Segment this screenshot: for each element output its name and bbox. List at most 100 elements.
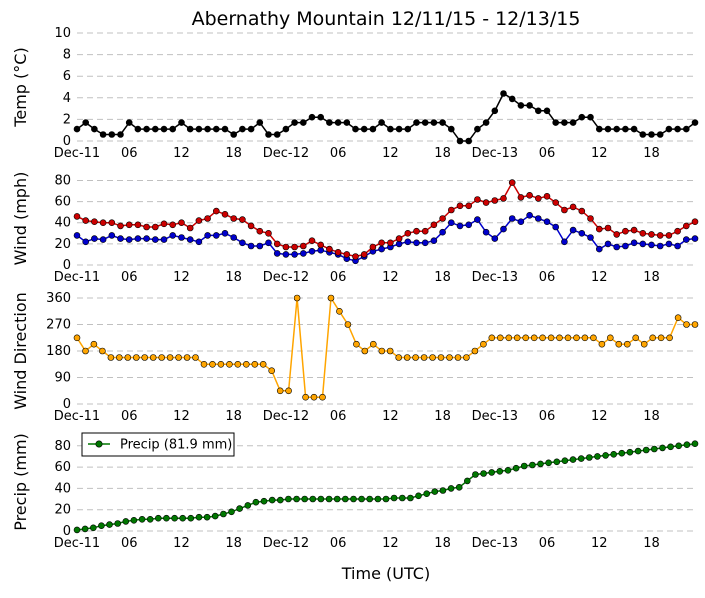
gust-point bbox=[273, 240, 281, 248]
gust-point bbox=[134, 221, 142, 229]
direction-point bbox=[82, 347, 89, 355]
x-tick-label: Dec-11 bbox=[54, 146, 100, 161]
speed-point bbox=[247, 242, 255, 250]
gust-point bbox=[143, 223, 150, 231]
precip-point bbox=[569, 456, 577, 463]
speed-point bbox=[648, 241, 655, 249]
temp-point bbox=[387, 125, 394, 133]
precip-point bbox=[553, 458, 561, 466]
precip-point bbox=[390, 494, 398, 502]
direction-point bbox=[632, 334, 640, 342]
gust-point bbox=[691, 218, 699, 225]
gust-point bbox=[648, 231, 655, 238]
precip-point bbox=[455, 483, 463, 491]
gust-point bbox=[169, 221, 176, 229]
precip-point bbox=[520, 462, 528, 470]
temp-point bbox=[517, 102, 525, 109]
speed-point bbox=[604, 240, 612, 248]
speed-point bbox=[578, 230, 586, 237]
precip-point bbox=[276, 496, 284, 504]
gust-point bbox=[125, 221, 133, 229]
chart-panels: 0 2 4 6 8 10 Dec-11 06 12 18 Dec-12 06 12 18 Dec-13 06 1… bbox=[11, 26, 699, 551]
direction-point bbox=[141, 354, 148, 361]
temp-point bbox=[604, 125, 612, 133]
gust-point bbox=[491, 197, 499, 204]
temp-point bbox=[308, 113, 316, 121]
legend-marker-precip bbox=[95, 440, 103, 448]
y-tick-label: 0 bbox=[63, 258, 71, 273]
y-axis-title: Temp (°C) bbox=[11, 47, 30, 127]
direction-point bbox=[166, 354, 174, 361]
temp-point bbox=[273, 131, 281, 138]
gust-point bbox=[369, 243, 377, 251]
direction-point bbox=[496, 334, 504, 342]
temp-point bbox=[561, 119, 568, 126]
direction-point bbox=[539, 334, 546, 342]
speed-point bbox=[491, 235, 499, 242]
gust-point bbox=[613, 231, 621, 238]
precip-point bbox=[236, 505, 243, 512]
precip-point bbox=[171, 514, 178, 522]
gust-point bbox=[482, 199, 490, 206]
direction-point bbox=[183, 354, 191, 361]
speed-point bbox=[439, 228, 446, 236]
y-tick-label: 20 bbox=[54, 503, 71, 518]
precip-line bbox=[76, 442, 696, 531]
temp-point bbox=[195, 125, 203, 133]
x-tick-label: 18 bbox=[434, 270, 451, 285]
precip-point bbox=[545, 459, 552, 467]
temp-point bbox=[91, 125, 98, 133]
temp-point bbox=[691, 119, 699, 126]
precip-point bbox=[602, 452, 609, 459]
temp-point bbox=[534, 107, 542, 115]
y-tick-label: 6 bbox=[63, 69, 71, 84]
gust-point bbox=[526, 192, 533, 199]
x-tick-label: 06 bbox=[121, 536, 138, 551]
gust-point bbox=[308, 237, 316, 244]
y-tick-label: 10 bbox=[54, 26, 71, 41]
y-tick-label: 40 bbox=[54, 481, 71, 496]
speed-point bbox=[430, 237, 438, 244]
direction-point bbox=[361, 347, 369, 355]
temp-point bbox=[143, 125, 150, 133]
precip-point bbox=[301, 495, 309, 503]
gust-point bbox=[622, 227, 629, 235]
precip-point bbox=[439, 487, 447, 494]
speed-point bbox=[99, 236, 107, 243]
temp-point bbox=[117, 131, 124, 138]
temp-point bbox=[447, 125, 455, 133]
precip-point bbox=[691, 440, 699, 448]
direction-point bbox=[73, 334, 81, 342]
x-tick-label: 12 bbox=[173, 146, 190, 161]
chart-title: Abernathy Mountain 12/11/15 - 12/13/15 bbox=[192, 8, 581, 30]
temp-point bbox=[125, 119, 133, 126]
legend-box bbox=[81, 432, 235, 457]
precip-point bbox=[260, 497, 268, 505]
x-tick-label: 12 bbox=[591, 146, 608, 161]
x-tick-label: 12 bbox=[591, 536, 608, 551]
gust-point bbox=[204, 215, 211, 222]
direction-point bbox=[505, 334, 513, 342]
direction-point bbox=[437, 354, 445, 361]
temp-point bbox=[630, 125, 638, 133]
gust-point bbox=[561, 206, 568, 214]
gust-point bbox=[230, 215, 237, 222]
gust-point bbox=[247, 222, 255, 230]
gust-point bbox=[352, 253, 359, 260]
speed-point bbox=[291, 251, 298, 258]
gust-point bbox=[195, 217, 203, 224]
direction-point bbox=[310, 393, 318, 401]
legend-label-precip: Precip (81.9 mm) bbox=[120, 438, 232, 453]
speed-point bbox=[413, 239, 420, 247]
direction-point bbox=[369, 340, 377, 348]
y-tick-label: 80 bbox=[54, 439, 71, 454]
temp-point bbox=[256, 119, 264, 126]
x-tick-label: 06 bbox=[330, 536, 347, 551]
speed-point bbox=[691, 235, 699, 242]
precip-point bbox=[431, 488, 439, 495]
panel-4: 0 20 40 60 80 Dec-11 06 12 18 Dec-12 06 12 18 Dec-13 0… bbox=[11, 432, 699, 551]
direction-point bbox=[480, 340, 487, 348]
precip-point bbox=[138, 515, 146, 523]
direction-point bbox=[683, 321, 690, 328]
direction-point bbox=[606, 334, 614, 342]
